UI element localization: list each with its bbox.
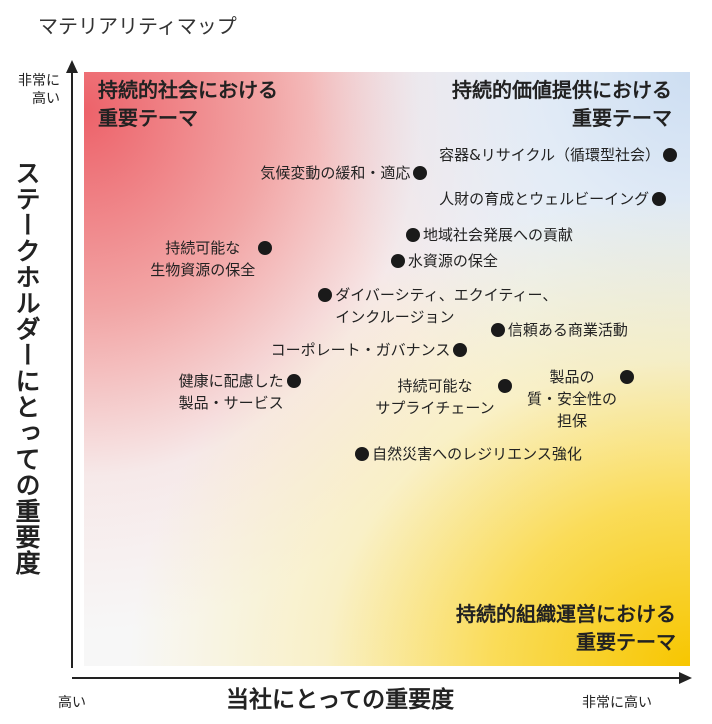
data-point-marker [619,369,634,384]
data-point-marker [406,228,421,243]
x-axis-arrow [679,672,692,684]
data-point-label: 人財の育成とウェルビーイング [439,189,650,208]
data-point-label: 製品の 質・安全性の 担保 [526,367,617,430]
y-axis-arrow [66,60,78,73]
chart-title: マテリアリティマップ [38,14,237,38]
x-axis-low-label: 高い [58,695,86,711]
data-point-marker [497,379,512,394]
data-point-label: 自然災害へのレジリエンス強化 [372,444,582,463]
data-point-marker [286,373,301,388]
x-axis-high-label: 非常に高い [582,695,652,711]
data-point-label: 水資源の保全 [407,252,498,271]
data-point-label: ダイバーシティ、エクイティー、 インクルージョン [335,286,558,327]
data-point-marker [355,446,370,461]
data-point-marker [318,288,333,303]
plot-area: 持続的社会における 重要テーマ 持続的価値提供における 重要テーマ 持続的組織運… [84,72,690,666]
yellow-gradient [84,72,690,666]
y-axis-title: ステークホルダーにとっての重要度 [12,160,41,576]
data-point-label: 健康に配慮した 製品・サービス [178,371,284,412]
quadrant-top-left-label: 持続的社会における 重要テーマ [98,78,278,130]
data-point-label: コーポレート・ガバナンス [270,340,451,359]
quadrant-top-right-label: 持続的価値提供における 重要テーマ [452,78,672,130]
data-point-marker [413,165,428,180]
data-point-label: 地域社会発展への貢献 [423,226,574,245]
data-point-label: 持続可能な 生物資源の保全 [150,238,256,279]
data-point-marker [258,240,273,255]
x-axis-title: 当社にとっての重要度 [226,687,455,713]
data-point-label: 気候変動の緩和・適応 [260,163,411,182]
data-point-label: 持続可能な サプライチェーン [375,377,495,418]
data-point-marker [490,322,505,337]
y-axis-high-label: 非常に 高い [18,73,60,107]
data-point-marker [663,148,677,163]
data-point-label: 信頼ある商業活動 [507,320,628,339]
data-point-marker [652,191,667,206]
data-point-marker [453,342,468,357]
data-point-marker [390,254,405,269]
data-point-label: 容器&リサイクル（循環型社会） [439,146,661,165]
quadrant-bottom-right-label: 持続的組織運営における 重要テーマ [456,602,676,654]
